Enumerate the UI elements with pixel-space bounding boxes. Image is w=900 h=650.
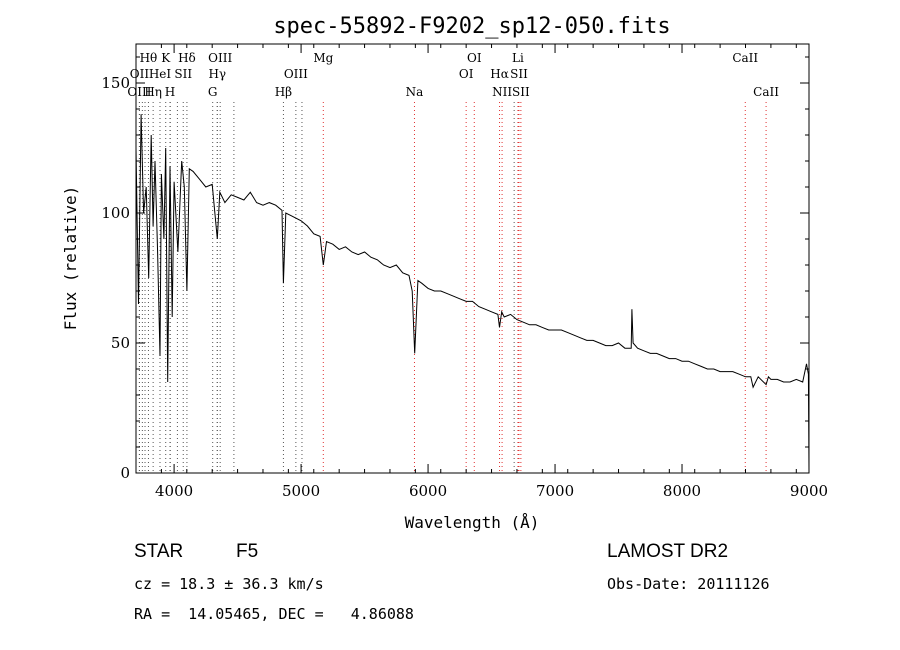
x-tick-label: 6000 [409,482,447,500]
y-axis-label: Flux (relative) [61,186,80,331]
spectral-line-label: G [208,85,218,99]
spectral-line-label: CaII [753,85,779,99]
x-tick-label: 4000 [155,482,193,500]
x-tick-label: 8000 [663,482,701,500]
plot-frame [135,43,810,474]
spectrum-series-line [135,114,810,474]
axis-ticks: 4000 5000 6000 7000 8000 9000 0 50 100 150 [101,44,828,500]
object-subclass: F5 [236,541,259,562]
spectral-line-label: SII [512,85,530,99]
spectral-line-label: Hβ [275,85,292,99]
spectral-line-label: OIII [284,67,308,81]
y-tick-label: 50 [111,334,130,352]
observation-date: Obs-Date: 20111126 [607,575,770,593]
spectral-line-label: OI [459,67,474,81]
x-axis-label: Wavelength (Å) [405,513,540,532]
spectral-line-label: NII [492,85,512,99]
spectral-line-label: OIII [127,85,151,99]
spectral-line-label: HeI [149,67,172,81]
survey-name: LAMOST DR2 [607,541,729,562]
spectral-line-label: Li [512,51,524,65]
chart-title: spec-55892-F9202_sp12-050.fits [273,14,670,39]
spectral-line-label: Hγ [208,67,226,81]
spectral-line-label: Na [406,85,424,99]
y-tick-label: 100 [101,204,130,222]
redshift-velocity: cz = 18.3 ± 36.3 km/s [134,575,324,593]
spectral-line-label: SII [510,67,528,81]
y-tick-label: 150 [101,74,130,92]
spectral-line-label: OI [467,51,482,65]
x-tick-label: 5000 [282,482,320,500]
spectral-line-label: Mg [313,51,333,65]
x-tick-label: 9000 [790,482,828,500]
x-tick-label: 7000 [536,482,574,500]
spectral-line-label: OIII [208,51,232,65]
spectral-line-label: Hη [144,85,162,99]
spectral-line-label: SII [174,67,192,81]
spectral-line-label: OII [130,67,150,81]
object-class: STAR [134,541,184,562]
spectral-line-label: H [165,85,175,99]
spectral-line-label: Hα [490,67,509,81]
spectral-line-label: Hδ [178,51,196,65]
coordinates: RA = 14.05465, DEC = 4.86088 [134,605,414,623]
spectral-line-label: Hθ [140,51,158,65]
y-tick-label: 0 [120,464,130,482]
spectral-line-label: CaII [732,51,758,65]
spectral-line-label: K [161,51,171,65]
